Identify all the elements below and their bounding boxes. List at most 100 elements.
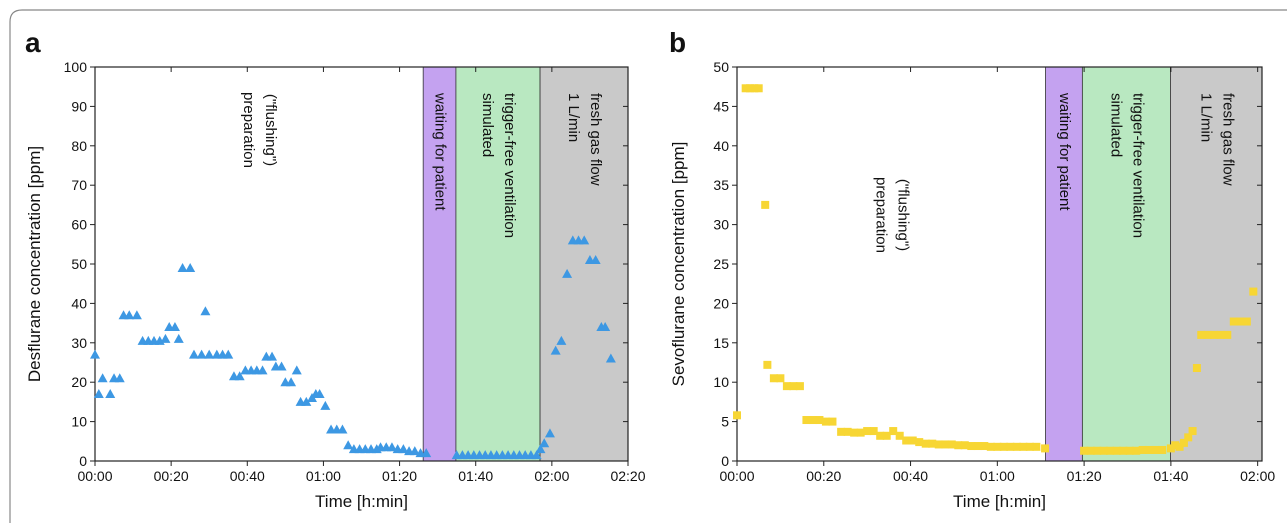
point	[761, 200, 770, 209]
point	[1179, 438, 1188, 447]
point	[808, 416, 817, 425]
point	[741, 84, 750, 93]
x-axis-label: Time [h:min]	[315, 492, 408, 511]
point	[579, 235, 590, 245]
x-tick-label: 01:40	[458, 468, 493, 484]
point	[993, 442, 1002, 451]
y-tick-label: 30	[71, 335, 87, 351]
point	[876, 431, 885, 440]
point	[267, 351, 278, 361]
point	[1197, 330, 1206, 339]
point	[1216, 330, 1225, 339]
point	[908, 436, 917, 445]
point	[314, 389, 325, 399]
x-tick-label: 00:20	[806, 468, 841, 484]
region-label: 1 L/min	[1197, 93, 1214, 142]
point	[605, 353, 616, 363]
point	[301, 396, 312, 406]
point	[386, 442, 397, 452]
region-label: trigger-free ventilation	[501, 93, 518, 238]
point	[1032, 442, 1041, 451]
point	[1132, 446, 1141, 455]
point	[1145, 445, 1154, 454]
point	[821, 417, 830, 426]
point	[828, 417, 837, 426]
point	[398, 444, 409, 454]
y-tick-label: 40	[71, 295, 87, 311]
point	[754, 84, 763, 93]
point	[941, 440, 950, 449]
point	[196, 349, 207, 359]
point	[544, 428, 555, 438]
point	[173, 333, 184, 343]
x-tick-label: 00:40	[230, 468, 265, 484]
point	[169, 322, 180, 332]
panel-label: b	[669, 27, 686, 58]
point	[895, 431, 904, 440]
point	[1192, 364, 1201, 373]
point	[1093, 446, 1102, 455]
point	[291, 365, 302, 375]
point	[954, 441, 963, 450]
point	[750, 84, 759, 93]
point	[539, 438, 550, 448]
region-label: ("flushing")	[262, 94, 279, 166]
y-tick-label: 20	[713, 295, 729, 311]
point	[1041, 444, 1050, 453]
region-band	[539, 66, 629, 462]
x-axis-label: Time [h:min]	[953, 492, 1046, 511]
point	[1236, 317, 1245, 326]
point	[1125, 446, 1134, 455]
point	[1019, 442, 1028, 451]
x-tick-label: 02:20	[610, 468, 645, 484]
point	[200, 306, 211, 316]
point	[928, 439, 937, 448]
y-tick-label: 0	[79, 453, 87, 469]
point	[1158, 445, 1167, 454]
point	[535, 444, 546, 454]
panel-label: a	[25, 27, 41, 58]
point	[763, 360, 772, 369]
point	[421, 448, 432, 458]
point	[1223, 330, 1232, 339]
x-tick-label: 02:00	[534, 468, 569, 484]
point	[1112, 446, 1121, 455]
point	[160, 333, 171, 343]
y-tick-label: 50	[71, 256, 87, 272]
point	[947, 440, 956, 449]
region-label: waiting for patient	[1056, 92, 1073, 211]
point	[902, 436, 911, 445]
region-label: waiting for patient	[432, 92, 449, 211]
point	[1175, 442, 1184, 451]
point	[177, 262, 188, 272]
y-tick-label: 0	[721, 453, 729, 469]
point	[1229, 317, 1238, 326]
point	[856, 428, 865, 437]
point	[114, 373, 125, 383]
point	[257, 365, 268, 375]
point	[337, 424, 348, 434]
x-tick-label: 01:40	[1153, 468, 1188, 484]
point	[869, 427, 878, 436]
y-tick-label: 5	[721, 414, 729, 430]
point	[1171, 441, 1180, 450]
x-tick-label: 00:00	[719, 468, 754, 484]
y-tick-label: 40	[713, 138, 729, 154]
point	[746, 84, 755, 93]
x-tick-label: 01:20	[382, 468, 417, 484]
region-label: 1 L/min	[565, 93, 582, 142]
point	[1086, 446, 1095, 455]
x-tick-label: 02:00	[1240, 468, 1275, 484]
x-tick-label: 00:40	[893, 468, 928, 484]
y-tick-label: 30	[713, 217, 729, 233]
point	[967, 442, 976, 451]
point	[97, 373, 108, 383]
point	[204, 349, 215, 359]
point	[1242, 317, 1251, 326]
y-tick-label: 50	[713, 59, 729, 75]
point	[1203, 330, 1212, 339]
point	[733, 411, 741, 420]
point	[90, 349, 100, 359]
point	[185, 262, 196, 272]
y-tick-label: 10	[71, 414, 87, 430]
